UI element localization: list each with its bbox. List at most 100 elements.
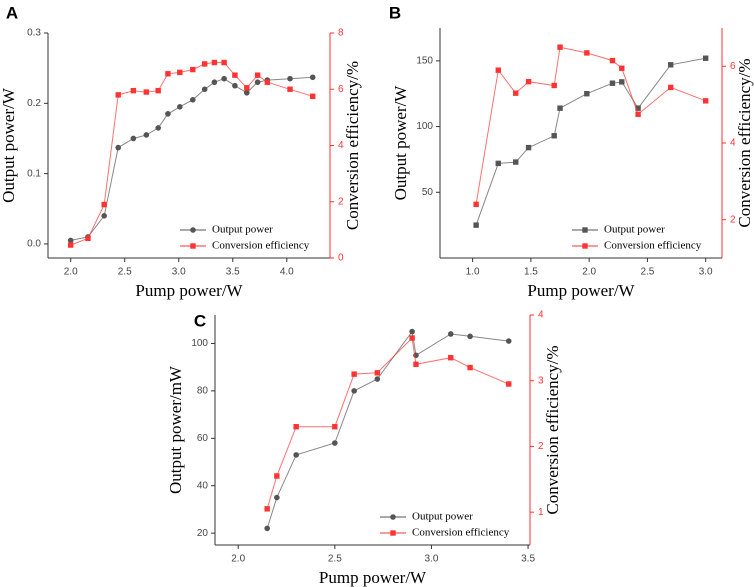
point (467, 364, 473, 371)
point (513, 90, 519, 96)
point (551, 82, 557, 89)
legend-marker (190, 243, 196, 249)
point (254, 72, 261, 78)
point (467, 333, 473, 340)
point (448, 355, 454, 361)
point (495, 67, 501, 73)
y-tick-label: 150 (416, 55, 433, 66)
y2-tick-label: 1 (538, 507, 544, 518)
point (211, 59, 218, 66)
chart-panel: 2.0 2.5 3.0 3.5 20 40 60 80 100 1 2 3 4 Pump power/W O… (166, 310, 562, 587)
y-tick-label: 50 (422, 187, 434, 198)
point (221, 75, 227, 82)
y2-tick-label: 6 (730, 61, 736, 72)
point (130, 135, 137, 142)
series-line (70, 62, 313, 246)
point (473, 222, 479, 228)
point (190, 66, 196, 73)
x-tick-label: 3.0 (424, 554, 438, 565)
point (495, 160, 501, 167)
point (557, 105, 563, 111)
legend-marker (390, 514, 396, 520)
y-tick-label: 100 (416, 121, 433, 132)
y2-tick-label: 2 (338, 196, 344, 207)
point (244, 85, 250, 91)
y-axis-label: Output power/W (0, 87, 18, 203)
point (155, 125, 162, 131)
y-axis-label: Output power/W (391, 85, 410, 201)
point (309, 74, 316, 81)
point (101, 213, 107, 219)
x-axis-label: Pump power/W (319, 568, 427, 587)
point (287, 86, 293, 92)
y2-axis-label: Conversion efficiency/% (735, 58, 754, 227)
point (447, 331, 454, 337)
point (668, 62, 674, 68)
y-tick-label: 0.2 (27, 98, 41, 109)
panel-label: C (194, 311, 206, 330)
x-axis-label: Pump power/W (527, 281, 635, 300)
point (557, 44, 563, 50)
x-tick-label: 2.5 (328, 554, 342, 565)
point (143, 132, 150, 138)
y-tick-label: 60 (197, 433, 209, 444)
y2-tick-label: 4 (338, 140, 344, 151)
point (211, 79, 218, 86)
y-tick-label: 0.3 (27, 28, 41, 39)
panel-label: A (6, 3, 18, 22)
point (244, 89, 250, 96)
point (374, 370, 381, 376)
x-tick-label: 2.5 (640, 267, 654, 278)
y2-tick-label: 0 (338, 253, 344, 264)
x-tick-label: 2.5 (118, 267, 132, 278)
point (232, 72, 238, 78)
series-line (475, 57, 706, 226)
point (351, 371, 357, 377)
point (293, 452, 299, 458)
y-tick-label: 20 (197, 528, 209, 539)
point (525, 144, 532, 151)
point (332, 424, 338, 430)
point (293, 424, 299, 430)
x-tick-label: 3.5 (226, 267, 240, 278)
point (310, 93, 316, 99)
point (67, 242, 74, 248)
x-tick-label: 4.0 (280, 267, 294, 278)
point (115, 144, 122, 151)
point (351, 388, 357, 394)
point (155, 87, 161, 94)
point (409, 328, 415, 335)
y2-tick-label: 2 (730, 214, 736, 225)
point (264, 525, 270, 532)
point (115, 92, 121, 98)
point (702, 98, 709, 104)
chart-panel: 2.0 2.5 3.0 3.5 4.0 0.0 0.1 0.2 0.3 0 2 4 6 8 Pump pow… (0, 3, 362, 299)
point (274, 494, 280, 501)
y2-tick-label: 4 (538, 310, 544, 321)
point (264, 79, 271, 85)
point (584, 50, 590, 56)
point (232, 82, 238, 89)
point (189, 96, 196, 103)
point (165, 111, 171, 117)
legend-label: Output power (412, 511, 473, 523)
point (264, 506, 270, 512)
point (332, 440, 338, 446)
point (409, 335, 415, 341)
legend-label: Output power (604, 224, 665, 236)
point (201, 86, 208, 93)
x-tick-label: 2.0 (231, 554, 245, 565)
y-tick-label: 0.1 (27, 168, 41, 179)
y-tick-label: 0.0 (27, 239, 41, 250)
point (143, 89, 150, 95)
legend-marker (390, 530, 396, 536)
y2-tick-label: 4 (730, 138, 736, 149)
point (254, 79, 261, 86)
point (274, 473, 280, 479)
x-tick-label: 3.0 (172, 267, 186, 278)
legend-label: Conversion efficiency (412, 527, 510, 539)
y2-axis-label: Conversion efficiency/% (543, 345, 562, 514)
y2-tick-label: 2 (538, 441, 544, 452)
point (513, 159, 519, 165)
y2-tick-label: 3 (538, 375, 544, 386)
